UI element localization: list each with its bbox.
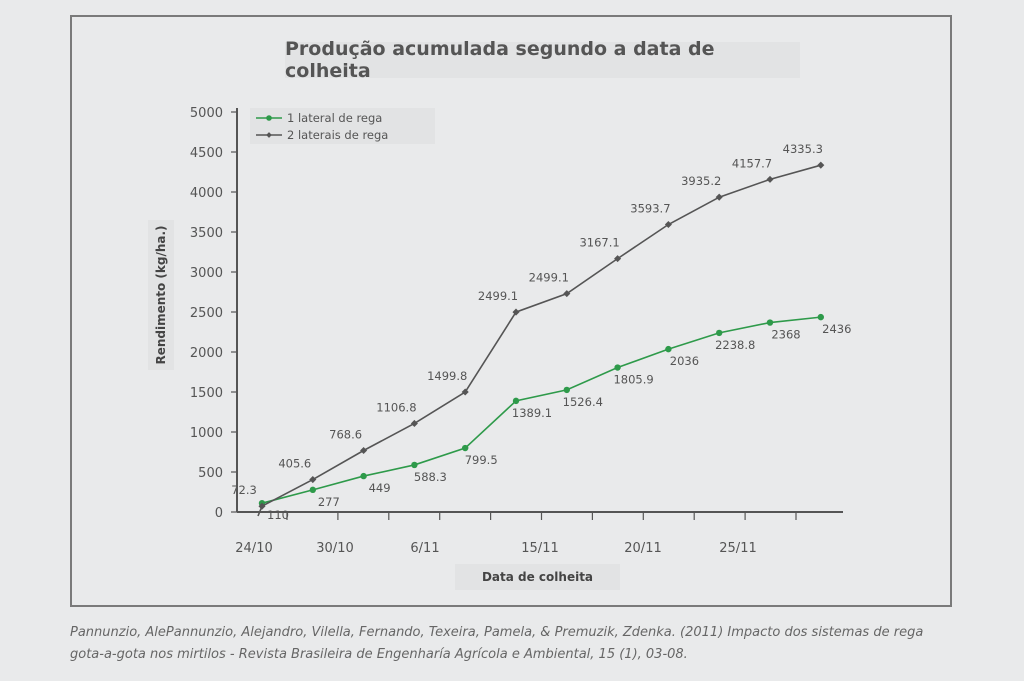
data-point [766,319,774,326]
data-label: 1499.8 [427,369,467,383]
data-point [817,161,825,169]
y-tick-label: 3500 [190,226,223,241]
legend-label: 2 laterais de rega [287,128,388,142]
y-axis-label-box [148,220,174,370]
y-tick-label: 5000 [190,106,223,121]
data-point [258,502,266,510]
data-point [411,461,418,469]
legend-label: 1 lateral de rega [287,111,382,125]
data-point [512,397,520,405]
data-label: 2499.1 [478,289,518,303]
data-label: 72.3 [231,483,257,497]
y-tick-label: 2500 [190,306,223,321]
x-tick-label: 15/11 [521,541,558,556]
y-tick-label: 4500 [190,146,223,161]
data-point [716,329,723,337]
data-point [512,308,520,316]
x-tick-label: 25/11 [719,541,756,556]
data-label: 4157.7 [732,156,772,170]
x-tick-label: 6/11 [410,541,439,556]
data-point [614,364,621,371]
data-label: 2368 [771,328,800,342]
data-label: 449 [369,481,391,495]
data-point [360,446,368,455]
data-point [766,175,774,183]
x-tick-label: 30/10 [316,541,353,556]
data-label: 1106.8 [376,400,416,414]
data-point [715,193,723,201]
chart-frame [70,15,952,607]
y-tick-label: 1500 [190,386,223,401]
data-point [817,313,824,321]
data-label: 2238.8 [715,338,755,352]
data-label: 2036 [670,354,699,368]
data-label: 277 [318,495,340,509]
legend-box [250,108,435,144]
data-label: 3167.1 [579,236,619,250]
data-label: 110 [267,508,289,522]
y-tick-label: 0 [215,506,223,521]
data-label: 588.3 [414,470,447,484]
citation-line-2: gota-a-gota nos mirtilos - Revista Brasi… [70,647,688,662]
data-label: 1805.9 [613,373,653,387]
data-point [563,386,570,394]
y-tick-label: 500 [198,466,223,481]
data-point [614,255,622,263]
y-tick-label: 1000 [190,426,223,441]
data-label: 768.6 [329,428,362,442]
data-point [563,290,571,298]
legend-marker [266,115,272,121]
x-axis-label: Data de colheita [455,564,620,590]
x-tick-label: 20/11 [624,541,661,556]
chart-title: Produção acumulada segundo a data de col… [285,38,800,82]
data-label: 3593.7 [630,202,670,216]
y-tick-label: 4000 [190,186,223,201]
citation: Pannunzio, AlePannunzio, Alejandro, Vile… [70,622,970,666]
data-label: 4335.3 [783,142,823,156]
data-point [664,220,672,229]
data-point [461,388,469,396]
data-point [309,486,316,494]
legend-marker [266,132,272,138]
x-tick-label: 24/10 [235,541,272,556]
data-point [360,472,367,480]
y-tick-label: 3000 [190,266,223,281]
y-tick-label: 2000 [190,346,223,361]
data-label: 405.6 [278,457,311,471]
data-point [410,419,418,427]
data-label: 3935.2 [681,174,721,188]
data-label: 2436 [822,322,851,336]
series-line-1 [261,316,821,504]
data-label: 2499.1 [529,271,569,285]
data-point [309,476,317,484]
data-point [462,444,469,452]
data-label: 799.5 [465,453,498,467]
citation-line-1: Pannunzio, AlePannunzio, Alejandro, Vile… [70,625,924,640]
data-point [665,345,672,353]
data-label: 1526.4 [563,395,603,409]
data-label: 1389.1 [512,406,552,420]
